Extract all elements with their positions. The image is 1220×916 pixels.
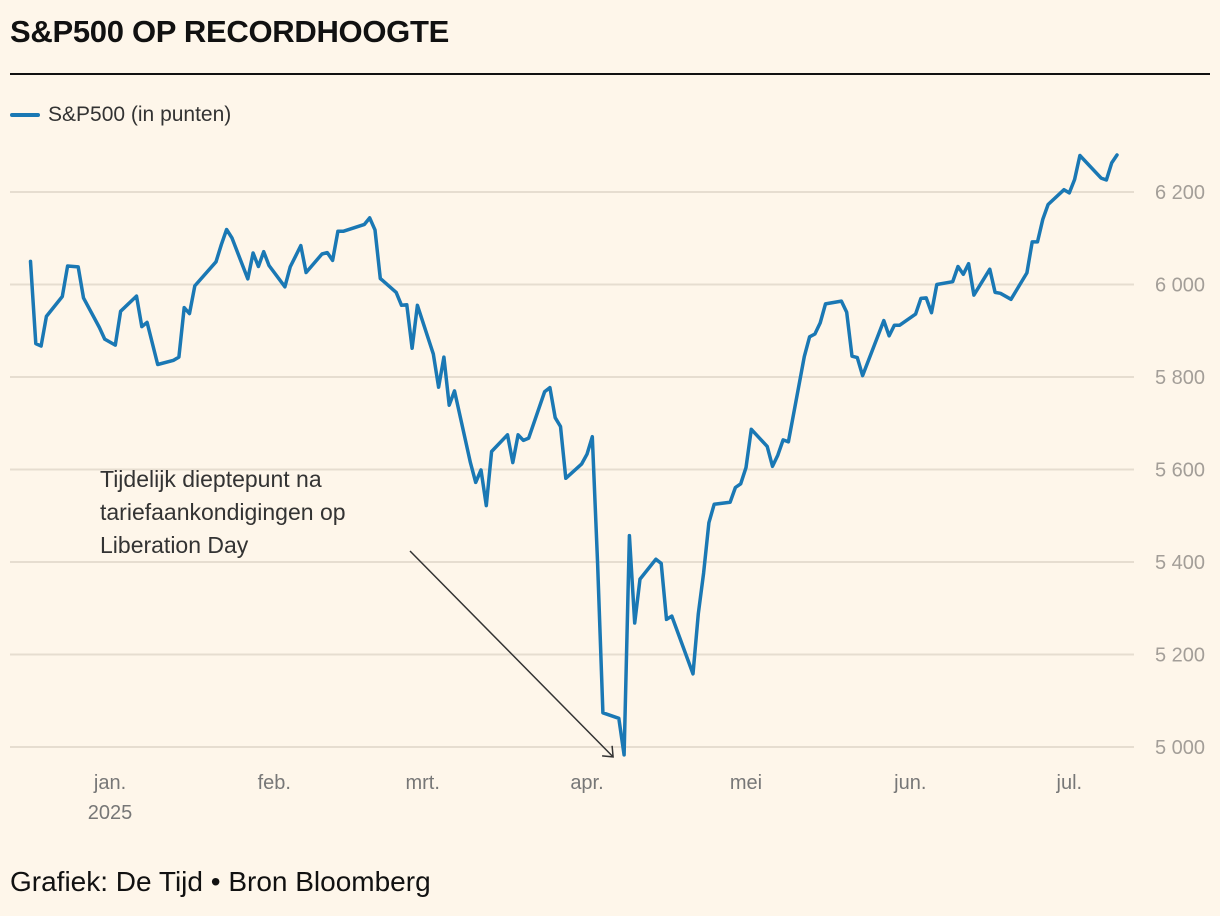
annotation-text: Liberation Day: [100, 532, 249, 558]
annotation-arrowhead: [602, 745, 614, 758]
y-tick-label: 6 000: [1155, 275, 1205, 297]
legend: S&P500 (in punten): [10, 103, 231, 127]
x-tick-label: jun.: [893, 772, 926, 794]
x-tick-label: mei: [730, 772, 762, 794]
annotation-text: tariefaankondigingen op: [100, 499, 346, 525]
x-tick-label: mrt.: [405, 772, 439, 794]
title-divider: [10, 73, 1210, 75]
x-tick-label: feb.: [258, 772, 291, 794]
y-tick-label: 5 400: [1155, 552, 1205, 574]
annotation-text: Tijdelijk dieptepunt na: [100, 466, 322, 492]
y-tick-label: 5 000: [1155, 737, 1205, 759]
series-line-sp500: [28, 153, 1119, 757]
legend-swatch: [10, 113, 40, 117]
x-tick-sublabel: 2025: [88, 802, 133, 824]
x-tick-label: jul.: [1056, 772, 1083, 794]
y-tick-label: 5 800: [1155, 367, 1205, 389]
y-tick-label: 5 600: [1155, 460, 1205, 482]
legend-label: S&P500 (in punten): [48, 103, 232, 126]
y-tick-label: 6 200: [1155, 182, 1205, 204]
x-tick-label: jan.: [93, 772, 126, 794]
y-tick-label: 5 200: [1155, 645, 1205, 667]
annotation-arrow: [409, 550, 614, 758]
chart-title: S&P500 OP RECORDHOOGTE: [10, 14, 449, 49]
source-footer: Grafiek: De Tijd • Bron Bloomberg: [10, 866, 431, 897]
x-tick-label: apr.: [570, 772, 603, 794]
